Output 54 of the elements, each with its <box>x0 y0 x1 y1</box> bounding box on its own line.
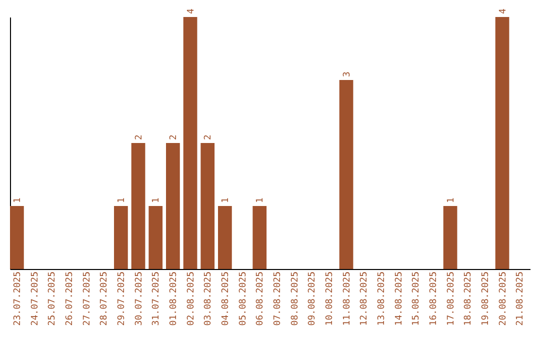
x-tick-label: 19.08.2025 <box>480 272 491 326</box>
x-tick-label: 05.08.2025 <box>238 272 248 326</box>
x-tick-label: 18.08.2025 <box>464 272 474 326</box>
x-tick-label: 23.07.2025 <box>12 272 23 326</box>
data-label: 2 <box>134 134 144 140</box>
x-tick-label: 06.08.2025 <box>256 272 266 326</box>
bar <box>200 143 215 269</box>
x-tick-label: 14.08.2025 <box>394 272 404 326</box>
x-tick-label: 20.08.2025 <box>498 272 508 326</box>
x-tick-label: 10.08.2025 <box>324 272 335 326</box>
x-tick-label: 03.08.2025 <box>204 272 214 326</box>
x-tick-label: 09.08.2025 <box>308 272 318 326</box>
data-label: 2 <box>168 134 179 140</box>
x-tick-label: 21.08.2025 <box>516 272 526 326</box>
x-tick-label: 25.07.2025 <box>48 272 58 326</box>
bar <box>339 80 354 269</box>
x-tick-label: 31.07.2025 <box>152 272 162 326</box>
bar <box>166 143 180 269</box>
bar <box>131 143 146 269</box>
data-label: 1 <box>116 198 127 203</box>
x-tick-label: 26.07.2025 <box>64 272 75 326</box>
x-tick-label: 27.07.2025 <box>82 272 92 326</box>
x-tick-label: 02.08.2025 <box>186 272 196 326</box>
data-label: 1 <box>446 198 456 203</box>
data-label: 1 <box>152 198 162 203</box>
x-tick-label: 15.08.2025 <box>412 272 422 326</box>
data-label: 1 <box>12 198 23 203</box>
data-label: 3 <box>342 72 352 77</box>
bar <box>252 206 267 269</box>
bar <box>495 17 510 269</box>
x-tick-label: 16.08.2025 <box>428 272 439 326</box>
x-tick-label: 01.08.2025 <box>168 272 179 326</box>
bar <box>218 206 232 269</box>
x-tick-label: 17.08.2025 <box>446 272 456 326</box>
bar <box>114 206 128 269</box>
data-label: 4 <box>186 8 196 14</box>
x-tick-label: 13.08.2025 <box>376 272 387 326</box>
bar <box>148 206 163 269</box>
data-label: 1 <box>256 198 266 203</box>
data-label: 4 <box>498 8 508 14</box>
bar <box>10 206 24 269</box>
x-tick-label: 08.08.2025 <box>290 272 300 326</box>
x-tick-label: 30.07.2025 <box>134 272 144 326</box>
bar <box>183 17 198 269</box>
x-tick-label: 28.07.2025 <box>100 272 110 326</box>
x-tick-label: 07.08.2025 <box>272 272 283 326</box>
data-label: 1 <box>220 198 231 203</box>
data-label: 2 <box>204 134 214 140</box>
bar <box>443 206 458 269</box>
x-tick-label: 29.07.2025 <box>116 272 127 326</box>
x-tick-label: 24.07.2025 <box>30 272 40 326</box>
x-tick-label: 04.08.2025 <box>220 272 231 326</box>
x-tick-label: 11.08.2025 <box>342 272 352 326</box>
x-tick-label: 12.08.2025 <box>360 272 370 326</box>
